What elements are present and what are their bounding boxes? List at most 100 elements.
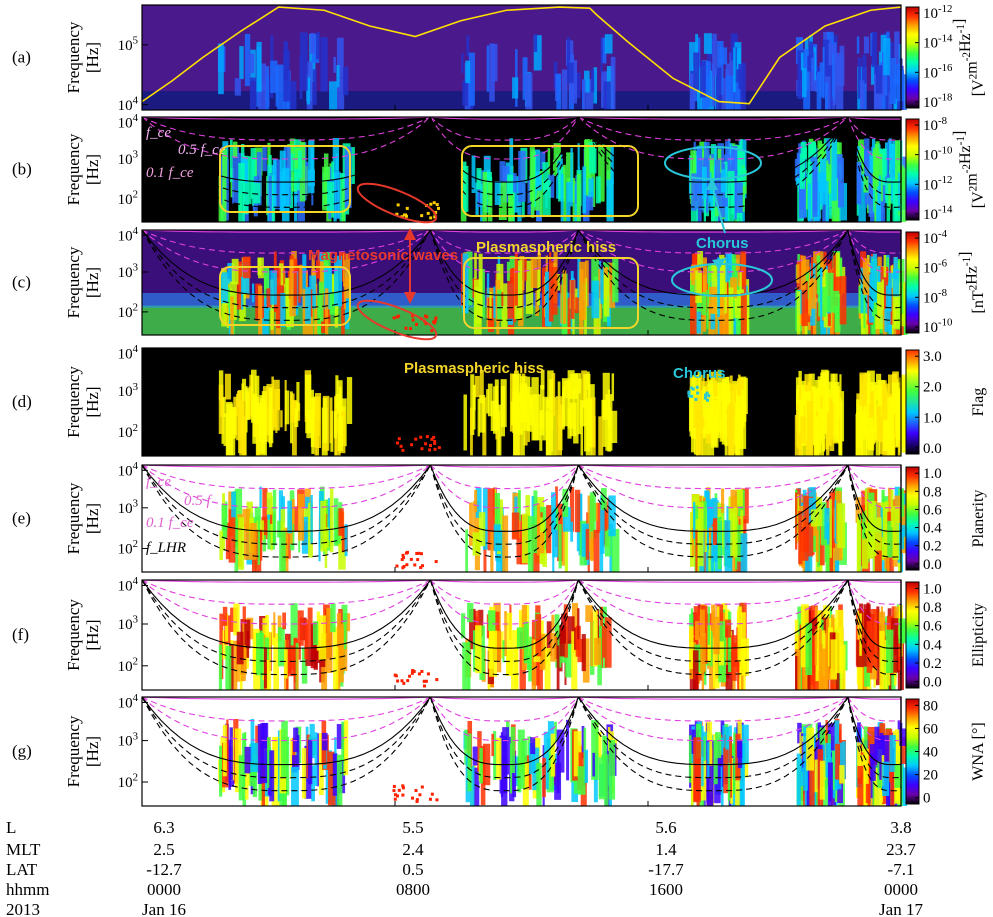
spectral-patch — [718, 641, 724, 666]
spectral-patch — [596, 502, 602, 533]
spectral-patch — [596, 609, 600, 644]
spectral-patch — [879, 153, 883, 202]
spectral-patch — [795, 492, 798, 550]
spectral-patch — [889, 735, 896, 772]
spectral-patch — [550, 733, 556, 777]
spectral-patch — [474, 489, 478, 512]
spectral-patch — [518, 609, 524, 632]
chorus-flag-mark — [705, 391, 709, 395]
colorbar-tick-label: 10-8 — [923, 287, 947, 306]
y-tick-label: 102 — [118, 189, 138, 208]
spectral-patch — [276, 64, 285, 110]
spectral-patch — [570, 280, 575, 319]
spectral-patch — [576, 173, 581, 222]
magnetosonic-mark — [395, 315, 399, 319]
spectral-patch — [585, 605, 593, 622]
y-axis-units: [Hz] — [83, 736, 102, 767]
spectral-patch — [296, 647, 299, 690]
spectral-patch — [695, 621, 700, 641]
spectral-patch — [287, 500, 292, 534]
spectral-patch — [863, 414, 868, 456]
fce-curve — [141, 464, 431, 545]
spectral-patch — [713, 638, 720, 689]
spectral-patch — [731, 258, 739, 291]
tenth-fce-label: 0.1 f_ce — [146, 515, 194, 531]
spectral-patch — [732, 416, 738, 446]
spectral-patch — [575, 625, 581, 657]
magnetosonic-mark — [396, 679, 400, 683]
spectral-patch — [817, 408, 825, 456]
magnetosonic-mark — [435, 678, 439, 682]
spectral-patch — [547, 148, 551, 186]
y-tick-label: 104 — [118, 225, 139, 244]
spectral-patch — [896, 627, 902, 671]
spectral-patch — [875, 65, 883, 94]
magnetosonic-mark — [435, 203, 439, 207]
chorus-flag-mark — [703, 393, 707, 397]
spectral-patch — [876, 175, 881, 222]
spectral-patch — [520, 376, 528, 422]
spectral-patch — [800, 416, 807, 444]
spectral-patch — [581, 523, 589, 557]
spectral-patch — [251, 283, 255, 303]
spectral-patch — [313, 621, 319, 646]
magnetosonic-mark — [406, 679, 410, 683]
spectral-patch — [470, 407, 473, 456]
y-tick-label: 104 — [118, 575, 139, 594]
spectral-patch — [698, 502, 704, 567]
spectral-patch — [514, 370, 519, 428]
spectral-patch — [819, 760, 825, 800]
spectral-patch — [336, 65, 340, 88]
spectral-patch — [567, 62, 574, 84]
spectral-patch — [866, 390, 875, 427]
spectral-patch — [468, 641, 471, 690]
spectral-patch — [863, 403, 869, 424]
spectral-patch — [564, 527, 569, 572]
spectral-patch — [474, 375, 480, 398]
spectral-patch — [728, 406, 735, 456]
spectral-patch — [799, 153, 805, 190]
spectral-patch — [725, 619, 732, 638]
spectral-patch — [797, 50, 804, 100]
spectral-patch — [510, 726, 516, 774]
spectral-patch — [570, 373, 578, 400]
spectral-patch — [279, 531, 286, 572]
colorbar-tick-label: 0.0 — [923, 675, 942, 691]
spectral-patch — [490, 531, 494, 572]
magnetosonic-mark — [411, 796, 415, 800]
spectral-patch — [258, 285, 263, 335]
spectral-patch — [227, 263, 235, 284]
spectral-patch — [838, 257, 843, 283]
colorbar-title: [nT2Hz-1] — [957, 251, 987, 313]
spectral-patch — [265, 406, 273, 436]
spectral-patch — [318, 532, 321, 562]
y-tick-label: 105 — [118, 35, 138, 54]
spectral-patch — [289, 80, 297, 110]
magnetosonic-mark — [428, 448, 432, 452]
spectral-patch — [855, 497, 861, 523]
ephemeris-cell: 0.5 — [402, 860, 423, 879]
spectral-patch — [539, 413, 543, 451]
magnetosonic-mark — [401, 793, 405, 797]
spectral-patch — [701, 292, 707, 316]
magnetosonic-mark — [417, 672, 421, 676]
fce-curve — [429, 579, 579, 649]
spectral-patch — [566, 719, 570, 781]
spectral-patch — [307, 739, 313, 785]
fce-curve — [578, 116, 848, 120]
colorbar-tick-label: 10-18 — [923, 92, 952, 111]
spectral-patch — [603, 274, 610, 317]
spectral-patch — [333, 56, 336, 73]
spectral-patch — [733, 47, 736, 93]
magnetosonic-mark — [403, 213, 407, 217]
fce-curve — [141, 464, 431, 509]
spectral-patch — [231, 491, 236, 518]
spectral-patch — [343, 613, 347, 650]
spectral-patch — [583, 139, 589, 196]
colorbar-tick-label: 1.0 — [923, 410, 942, 426]
spectral-patch — [730, 507, 738, 558]
magnetosonic-mark — [419, 565, 423, 569]
spectral-patch — [734, 290, 742, 319]
spectral-patch — [800, 141, 807, 159]
spectral-patch — [539, 170, 543, 217]
